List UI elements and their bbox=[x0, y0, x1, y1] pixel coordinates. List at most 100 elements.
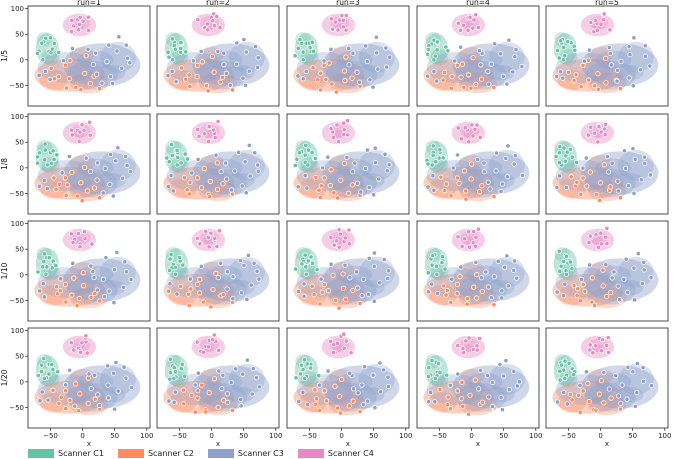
scatter-point bbox=[477, 367, 484, 373]
scatter-point bbox=[480, 399, 486, 405]
scatter-point bbox=[491, 274, 497, 280]
subplot bbox=[416, 220, 540, 322]
scatter-point bbox=[325, 368, 331, 374]
scatter-point bbox=[172, 46, 179, 52]
scatter-point bbox=[337, 410, 344, 416]
scatter-point bbox=[61, 58, 67, 64]
scatter-point bbox=[372, 160, 379, 166]
scatter-point bbox=[330, 349, 337, 356]
scatter-point bbox=[87, 132, 93, 138]
scatter-point bbox=[558, 69, 564, 75]
scatter-point bbox=[192, 382, 198, 388]
scatter-point bbox=[167, 256, 173, 262]
scatter-point bbox=[505, 143, 511, 149]
scatter-point bbox=[470, 240, 476, 246]
scatter-point bbox=[567, 391, 573, 398]
scatter-point bbox=[67, 367, 73, 373]
density-contour bbox=[37, 52, 96, 83]
scatter-point bbox=[553, 153, 559, 159]
scatter-point bbox=[77, 244, 83, 250]
x-tick-label: 0 bbox=[469, 432, 473, 440]
scatter-point bbox=[578, 276, 585, 282]
scatter-point bbox=[230, 274, 236, 280]
scatter-point bbox=[62, 62, 68, 68]
scatter-point bbox=[495, 258, 501, 264]
scatter-point bbox=[603, 55, 609, 61]
scatter-point bbox=[377, 360, 383, 366]
scatter-point bbox=[115, 388, 121, 394]
density-contour bbox=[69, 155, 96, 171]
scatter-point bbox=[111, 299, 117, 306]
scatter-point bbox=[354, 269, 360, 275]
scatter-point bbox=[224, 176, 230, 182]
scatter-point bbox=[343, 54, 349, 60]
x-tick-label: 0 bbox=[209, 432, 213, 440]
x-tick-label: 50 bbox=[499, 432, 508, 440]
scatter-point bbox=[41, 258, 47, 265]
scatter-point bbox=[95, 392, 101, 398]
scatter-point bbox=[224, 269, 231, 275]
scatter-point bbox=[452, 58, 458, 64]
scatter-point bbox=[70, 260, 76, 266]
y-tick-label: 100 bbox=[11, 5, 24, 13]
scatter-point bbox=[434, 271, 440, 277]
scatter-point bbox=[621, 148, 628, 154]
scatter-point bbox=[342, 235, 348, 241]
scatter-point bbox=[473, 259, 479, 265]
scatter-point bbox=[363, 43, 369, 49]
scatter-point bbox=[457, 27, 464, 33]
scatter-point bbox=[471, 17, 477, 23]
subplot bbox=[156, 113, 280, 215]
scatter-point bbox=[169, 57, 176, 63]
column-title: run=1 bbox=[77, 0, 101, 7]
scatter-point bbox=[372, 405, 378, 411]
scatter-point bbox=[462, 125, 468, 131]
density-contour bbox=[298, 392, 327, 413]
scatter-point bbox=[445, 394, 451, 400]
scatter-point bbox=[196, 133, 202, 139]
density-contour bbox=[486, 172, 515, 189]
scatter-point bbox=[514, 275, 520, 281]
scatter-point bbox=[215, 48, 221, 54]
scatter-point bbox=[39, 362, 45, 368]
scatter-point bbox=[301, 281, 307, 287]
scatter-point bbox=[367, 77, 373, 83]
density-contour bbox=[615, 64, 644, 81]
scatter-point bbox=[73, 84, 79, 90]
scatter-point bbox=[178, 39, 184, 46]
scatter-point bbox=[340, 285, 346, 291]
density-contour bbox=[97, 172, 126, 189]
density-contour bbox=[34, 273, 106, 307]
scatter-point bbox=[206, 194, 213, 200]
density-contour bbox=[293, 166, 365, 200]
scatter-point bbox=[69, 169, 75, 175]
scatter-point bbox=[449, 73, 455, 80]
scatter-point bbox=[499, 288, 505, 294]
scatter-point bbox=[341, 120, 347, 126]
scatter-point bbox=[296, 150, 303, 156]
scatter-point bbox=[70, 239, 76, 246]
scatter-point bbox=[205, 344, 212, 350]
scatter-point bbox=[205, 138, 212, 145]
scatter-point bbox=[238, 290, 245, 296]
scatter-point bbox=[503, 358, 509, 364]
scatter-point bbox=[473, 81, 479, 87]
scatter-point bbox=[634, 389, 640, 396]
scatter-point bbox=[178, 45, 184, 51]
scatter-point bbox=[454, 175, 460, 181]
scatter-point bbox=[586, 77, 592, 83]
scatter-point bbox=[385, 383, 392, 390]
scatter-point bbox=[213, 270, 219, 276]
scatter-point bbox=[90, 61, 96, 68]
scatter-point bbox=[456, 180, 462, 186]
scatter-point bbox=[248, 282, 254, 288]
scatter-point bbox=[359, 293, 365, 299]
scatter-point bbox=[574, 179, 580, 185]
scatter-point bbox=[431, 69, 437, 75]
scatter-point bbox=[186, 191, 193, 197]
scatter-point bbox=[49, 46, 55, 52]
scatter-point bbox=[317, 70, 324, 76]
scatter-point bbox=[473, 12, 479, 18]
density-contour bbox=[296, 160, 355, 191]
scatter-point bbox=[62, 405, 69, 412]
